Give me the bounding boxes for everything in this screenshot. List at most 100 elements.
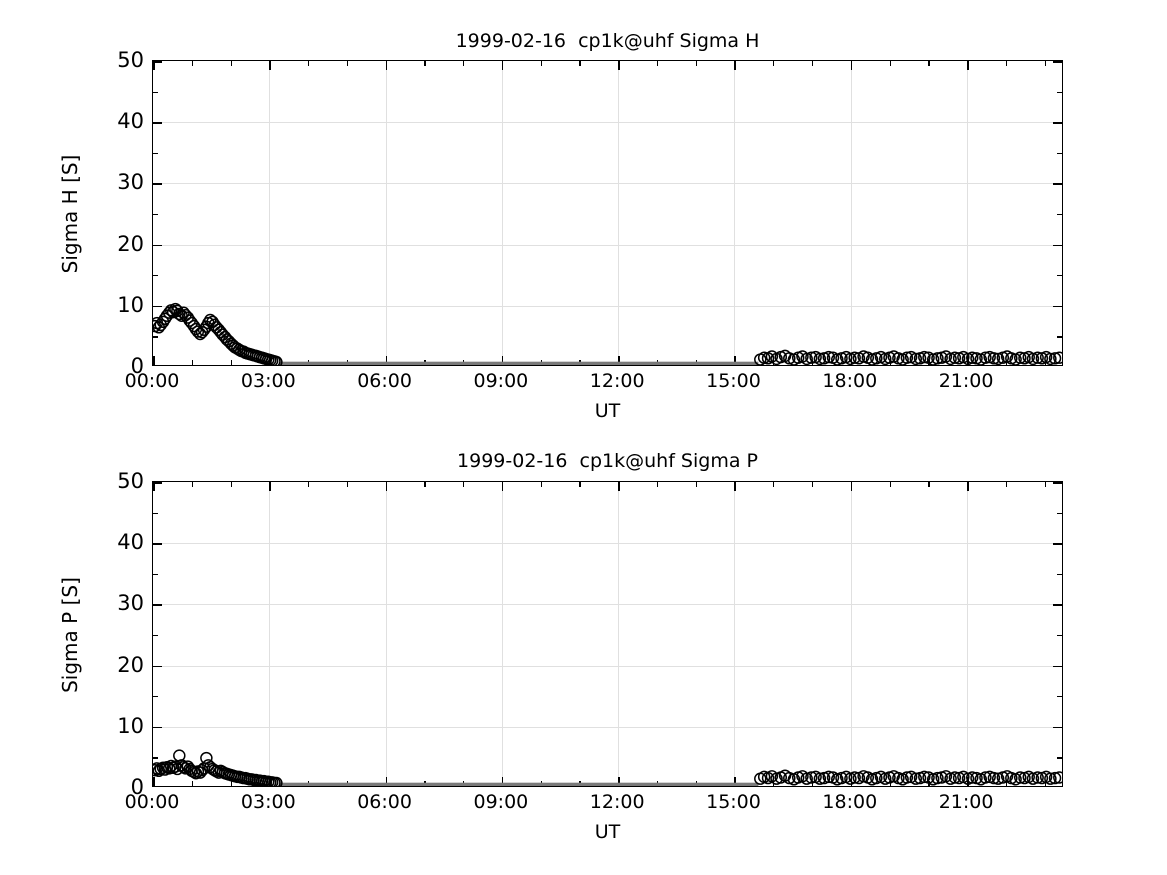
- panel-title-sigma-h: 1999-02-16 cp1k@uhf Sigma H: [455, 30, 760, 52]
- data-point-marker: [270, 776, 283, 786]
- data-point-marker: [870, 771, 883, 785]
- x-tick-labels-sigma-h: 00:00 03:00 06:00 09:00 12:00 15:00 18:00 21:00: [125, 370, 1063, 396]
- panel-title-sigma-p: 1999-02-16 cp1k@uhf Sigma P: [457, 450, 758, 472]
- data-point-marker: [193, 327, 207, 341]
- data-point-marker: [979, 351, 992, 364]
- data-point-marker: [900, 351, 914, 364]
- y-tick-label: 10: [117, 292, 144, 317]
- data-point-marker: [1031, 351, 1044, 364]
- y-tick-label: 30: [117, 170, 144, 195]
- plot-area-sigma-p: [152, 481, 1063, 787]
- data-point-marker: [948, 771, 962, 784]
- data-series-sigma-h: [153, 302, 1062, 365]
- data-point-marker: [918, 770, 931, 784]
- data-point-marker: [848, 771, 861, 784]
- data-point-marker: [817, 352, 831, 365]
- panel-sigma-p: 1999-02-16 cp1k@uhf Sigma P 0 10 20 30 40 50 …: [0, 420, 1167, 875]
- data-point-marker: [265, 776, 279, 786]
- data-point-marker: [948, 351, 962, 364]
- x-tick-label: 06:00: [357, 791, 412, 813]
- data-point-marker: [800, 352, 813, 365]
- data-point-marker: [813, 352, 827, 365]
- x-axis-title-sigma-p: UT: [594, 821, 621, 843]
- y-axis-title-sigma-p: Sigma P [S]: [58, 577, 82, 693]
- data-point-marker: [156, 315, 170, 329]
- x-tick-label: 12:00: [589, 370, 645, 392]
- data-point-marker: [1048, 352, 1062, 365]
- data-point-marker: [966, 351, 979, 364]
- y-tick-label: 20: [117, 652, 144, 677]
- x-tick-label: 18:00: [822, 791, 878, 813]
- data-point-marker: [822, 350, 835, 364]
- data-point-marker: [987, 771, 1001, 785]
- x-tick-label: 06:00: [357, 370, 412, 392]
- data-point-marker: [991, 772, 1005, 785]
- data-point-marker: [1026, 772, 1040, 785]
- data-point-marker: [835, 352, 848, 365]
- x-axis-title-sigma-h: UT: [594, 400, 621, 422]
- data-point-marker: [931, 771, 944, 785]
- data-point-marker: [817, 771, 831, 785]
- data-point-marker: [805, 351, 818, 364]
- x-tick-label: 21:00: [938, 370, 994, 392]
- y-tick-label: 10: [117, 713, 144, 738]
- baseline-data-band: [278, 361, 759, 365]
- baseline-data-band: [278, 782, 759, 786]
- data-point-marker: [1053, 351, 1062, 364]
- data-point-marker: [262, 775, 275, 786]
- data-point-marker: [265, 354, 279, 365]
- plot-area-sigma-h: [152, 60, 1063, 366]
- data-point-marker: [193, 766, 207, 779]
- x-tick-label: 03:00: [240, 791, 296, 813]
- x-tick-label: 15:00: [706, 791, 761, 813]
- y-tick-label: 40: [117, 530, 144, 555]
- data-point-marker: [218, 330, 232, 344]
- data-point-marker: [835, 771, 848, 785]
- data-point-marker: [931, 352, 944, 365]
- data-point-marker: [991, 352, 1005, 365]
- y-tick-label: 50: [117, 469, 144, 493]
- data-point-marker: [966, 771, 979, 784]
- data-point-marker: [900, 771, 914, 784]
- data-point-marker: [263, 353, 277, 365]
- data-point-marker: [813, 772, 827, 785]
- data-point-marker: [175, 759, 188, 772]
- data-point-marker: [177, 760, 190, 774]
- y-tick-label: 0: [130, 775, 144, 799]
- x-tick-label: 21:00: [938, 791, 994, 813]
- data-point-marker: [822, 770, 835, 784]
- data-point-marker: [909, 352, 923, 365]
- y-axis-title-sigma-h: Sigma H [S]: [58, 154, 82, 274]
- data-point-marker: [1026, 352, 1040, 365]
- panel-sigma-h: 1999-02-16 cp1k@uhf Sigma H 0 10 20 30 40 50 …: [0, 0, 1167, 437]
- data-point-marker: [197, 323, 211, 336]
- data-point-marker: [805, 771, 818, 784]
- data-point-marker: [270, 355, 283, 365]
- data-point-marker: [1013, 351, 1027, 364]
- data-point-marker: [800, 772, 813, 785]
- data-point-marker: [987, 352, 1001, 365]
- x-tick-label: 12:00: [589, 791, 645, 813]
- data-point-marker: [979, 771, 992, 784]
- x-tick-label: 09:00: [473, 791, 529, 813]
- data-series-sigma-p: [153, 749, 1062, 786]
- data-point-marker: [1044, 772, 1057, 785]
- y-tick-label: 40: [117, 109, 144, 134]
- y-tick-label: 30: [117, 591, 144, 616]
- data-point-marker: [848, 351, 861, 364]
- data-point-marker: [909, 772, 923, 785]
- y-tick-label: 0: [130, 354, 144, 378]
- x-tick-label: 00:00: [124, 791, 180, 813]
- data-point-marker: [1053, 771, 1062, 784]
- x-tick-label: 03:00: [240, 370, 296, 392]
- data-point-marker: [783, 352, 796, 365]
- x-tick-label: 09:00: [473, 370, 529, 392]
- x-tick-label: 00:00: [124, 370, 180, 392]
- data-point-marker: [1013, 771, 1027, 784]
- y-tick-label: 50: [117, 48, 144, 72]
- data-point-marker: [1044, 352, 1057, 365]
- data-point-marker: [268, 355, 281, 365]
- data-point-marker: [870, 352, 883, 365]
- x-tick-label: 15:00: [706, 370, 761, 392]
